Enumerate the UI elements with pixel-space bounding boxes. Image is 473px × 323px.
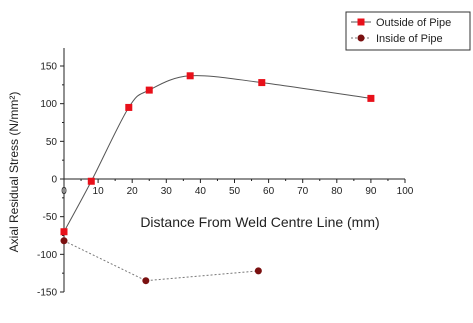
data-point: [258, 79, 266, 87]
series-line: [63, 240, 259, 282]
series-2: [60, 237, 262, 285]
axes: -150 -100 -50 0 50 100 150 0 10 20 30 40 50 60 70 80 90 1…: [37, 48, 414, 299]
series-layer: [60, 72, 375, 285]
legend-item-2: Inside of Pipe: [351, 33, 443, 45]
data-point: [60, 228, 68, 236]
y-axis-label: Axial Residual Stress (N/mm²): [7, 92, 21, 253]
legend-marker: [357, 34, 365, 42]
y-tick-label: -50: [43, 212, 58, 223]
legend-label: Inside of Pipe: [376, 33, 443, 45]
y-tick-label: 0: [51, 175, 57, 186]
x-tick-label: 100: [397, 186, 414, 197]
data-point: [87, 177, 95, 185]
x-tick-label: 70: [297, 186, 309, 197]
y-tick-label: -100: [37, 250, 57, 261]
x-tick-label: 30: [161, 186, 173, 197]
x-tick-label: 10: [93, 186, 105, 197]
y-tick-label: 50: [46, 137, 58, 148]
legend-box: [345, 11, 471, 51]
x-tick-label: 0: [61, 186, 67, 197]
data-point: [254, 267, 262, 275]
legend-label: Outside of Pipe: [376, 17, 451, 29]
data-point: [60, 237, 68, 245]
data-point: [367, 94, 375, 102]
x-tick-label: 40: [195, 186, 207, 197]
y-tick-label: 100: [40, 99, 57, 110]
x-tick-label: 20: [127, 186, 139, 197]
y-tick-label: 150: [40, 62, 57, 73]
data-point: [142, 277, 150, 285]
legend: Outside of Pipe Inside of Pipe: [345, 11, 471, 51]
series-line: [63, 75, 371, 232]
data-point: [145, 86, 153, 94]
x-tick-label: 90: [365, 186, 377, 197]
y-tick-label: -150: [37, 288, 57, 299]
x-tick-label: 60: [263, 186, 275, 197]
legend-marker: [357, 18, 365, 26]
data-point: [125, 103, 133, 111]
series-1: [60, 72, 375, 236]
x-tick-label: 80: [331, 186, 343, 197]
x-axis-label: Distance From Weld Centre Line (mm): [140, 214, 379, 230]
data-point: [186, 72, 194, 80]
legend-item-1: Outside of Pipe: [351, 17, 451, 29]
x-tick-label: 50: [229, 186, 241, 197]
